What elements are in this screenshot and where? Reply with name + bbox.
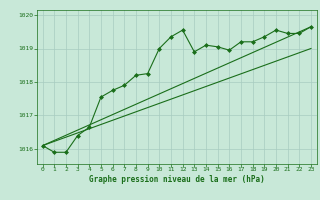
X-axis label: Graphe pression niveau de la mer (hPa): Graphe pression niveau de la mer (hPa) [89,175,265,184]
